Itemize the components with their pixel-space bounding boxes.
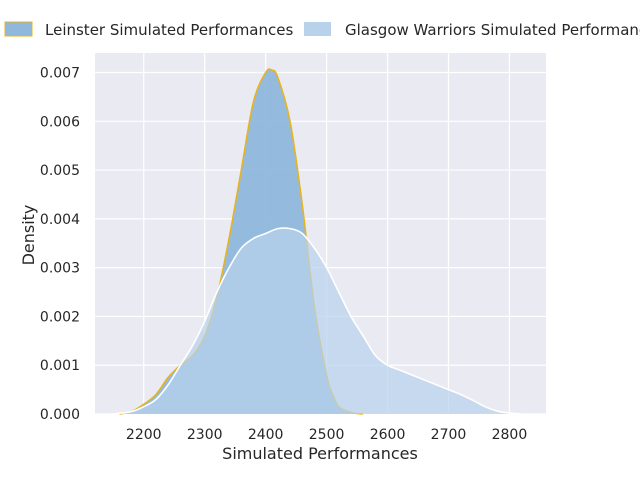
x-tick-label: 2800 (492, 427, 528, 443)
area-glasgow (113, 228, 522, 414)
y-tick-label: 0.001 (40, 358, 80, 374)
line-glasgow (113, 227, 522, 415)
density-areas (113, 68, 522, 415)
legend-swatch-leinster (4, 21, 33, 37)
x-tick-label: 2700 (431, 427, 467, 443)
y-tick-label: 0.005 (40, 163, 80, 179)
x-tick-labels: 2200 2300 2400 2500 2600 2700 2800 (126, 427, 527, 443)
legend-label-glasgow: Glasgow Warriors Simulated Performances (345, 21, 640, 39)
y-tick-label: 0.002 (40, 309, 80, 325)
x-tick-label: 2400 (248, 427, 284, 443)
y-axis-label: Density (19, 205, 38, 266)
y-tick-labels: 0.000 0.001 0.002 0.003 0.004 0.005 0.006 0.007 (40, 66, 80, 423)
legend: Leinster Simulated Performances Glasgow … (4, 21, 640, 39)
legend-swatch-glasgow (304, 22, 331, 36)
x-tick-label: 2500 (309, 427, 345, 443)
x-tick-label: 2600 (370, 427, 406, 443)
x-axis-label: Simulated Performances (222, 444, 418, 463)
legend-label-leinster: Leinster Simulated Performances (45, 21, 293, 39)
x-tick-label: 2300 (187, 427, 223, 443)
y-tick-label: 0.004 (40, 212, 80, 228)
y-tick-label: 0.007 (40, 66, 80, 82)
y-tick-label: 0.000 (40, 407, 80, 423)
y-tick-label: 0.003 (40, 261, 80, 277)
x-tick-label: 2200 (126, 427, 162, 443)
y-tick-label: 0.006 (40, 114, 80, 130)
